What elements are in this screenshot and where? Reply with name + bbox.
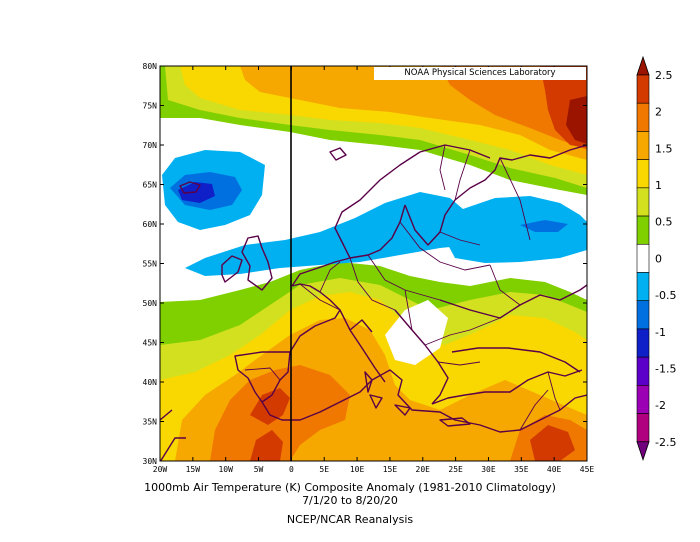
lon-label: 5E (319, 465, 329, 474)
lat-label: 75N (143, 102, 158, 111)
lon-label: 15E (383, 465, 398, 474)
lon-label: 30E (481, 465, 496, 474)
lat-label: 65N (143, 181, 158, 190)
country-borders (244, 144, 561, 431)
colorbar-swatch (636, 187, 650, 217)
atlantic-cold-core (178, 182, 215, 203)
middle-east-warm-core (530, 425, 575, 461)
lat-label: 35N (143, 418, 158, 427)
colorbar-swatch (636, 328, 650, 358)
coastlines (160, 144, 587, 461)
colorbar-swatch (636, 413, 650, 443)
lon-label: 10E (350, 465, 365, 474)
colorbar-label: -1.5 (655, 362, 676, 375)
lat-label: 55N (143, 260, 158, 269)
lat-label: 45N (143, 339, 158, 348)
lon-label: 25E (448, 465, 463, 474)
lat-label: 60N (143, 220, 158, 229)
lon-label: 0 (289, 465, 294, 474)
lon-label: 45E (580, 465, 595, 474)
colorbar-label: -0.5 (655, 289, 676, 302)
colorbar-swatch (636, 356, 650, 386)
lat-label: 50N (143, 299, 158, 308)
colorbar-swatch (636, 131, 650, 160)
map-title: 1000mb Air Temperature (K) Composite Ano… (144, 481, 556, 494)
colorbar-swatch (636, 102, 650, 132)
colorbar-swatch (636, 215, 650, 245)
colorbar-label: -1 (655, 326, 666, 339)
lat-label: 80N (143, 62, 158, 71)
axis-ticks: 20W 15W 10W 5W 0 5E 10E 15E 20E 25E 30E 35E 40E 45E 80… (143, 62, 595, 474)
anomaly-field (160, 66, 587, 461)
date-range: 7/1/20 to 8/20/20 (302, 494, 398, 507)
barents-warm-peak (566, 96, 587, 144)
northern-europe-cold (185, 192, 480, 276)
lon-label: 20E (416, 465, 431, 474)
colorbar-label: 2 (655, 106, 662, 119)
colorbar-swatch (636, 159, 650, 189)
russia-cold-1 (520, 220, 568, 232)
lon-label: 5W (254, 465, 264, 474)
colorbar-swatch (636, 385, 650, 414)
iberia-warm-core (250, 388, 290, 425)
colorbar-lower-arrow (636, 441, 650, 462)
colorbar-swatch (636, 243, 650, 273)
colorbar-swatch (636, 300, 650, 330)
credit-label: NOAA Physical Sciences Laboratory (374, 67, 586, 80)
lon-label: 35E (514, 465, 529, 474)
lat-label: 30N (143, 457, 158, 466)
colorbar: 2.5 2 1.5 1 0.5 0 -0.5 -1 -1.5 -2 -2.5 (636, 55, 676, 462)
colorbar-label: 1 (655, 179, 662, 192)
lon-label: 10W (218, 465, 233, 474)
colorbar-swatch (636, 272, 650, 302)
lat-label: 70N (143, 141, 158, 150)
russia-cold-05 (440, 196, 587, 263)
colorbar-label: 1.5 (655, 142, 673, 155)
lon-label: 20W (153, 465, 168, 474)
colorbar-label: -2 (655, 399, 666, 412)
colorbar-label: 0.5 (655, 216, 673, 229)
lon-label: 40E (547, 465, 562, 474)
colorbar-swatch (636, 74, 650, 104)
colorbar-label: 0 (655, 252, 662, 265)
colorbar-upper-arrow (636, 55, 650, 76)
dataset-name: NCEP/NCAR Reanalysis (286, 513, 414, 526)
lat-label: 40N (143, 378, 158, 387)
colorbar-label: -2.5 (655, 436, 676, 449)
iberia-warm-core-south (250, 430, 283, 461)
lon-label: 15W (186, 465, 201, 474)
colorbar-label: 2.5 (655, 69, 673, 82)
